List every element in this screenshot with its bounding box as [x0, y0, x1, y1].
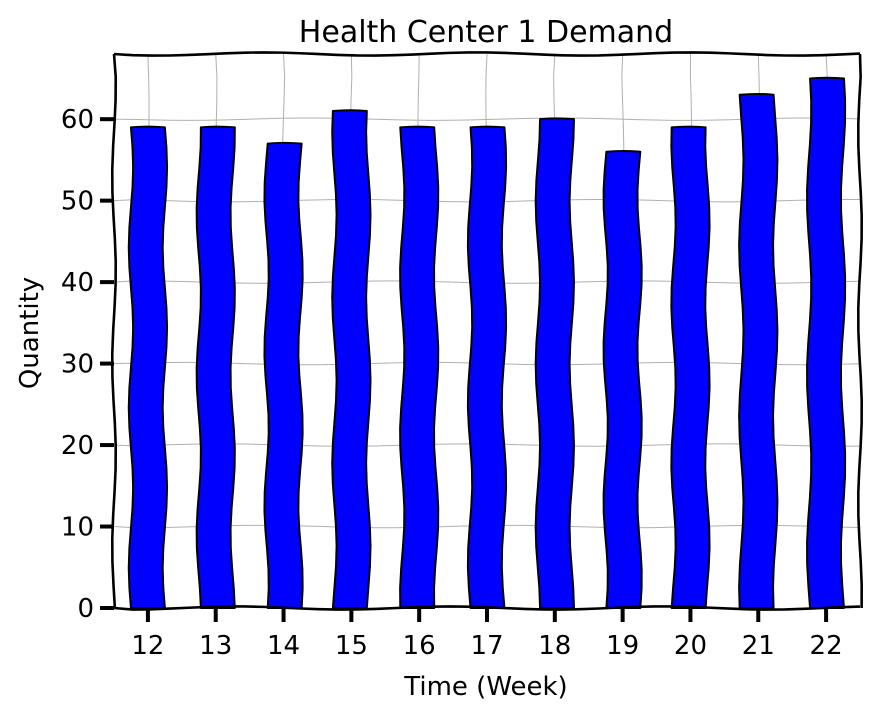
bar-15: [331, 109, 372, 609]
y-tick-label: 30: [61, 350, 94, 380]
x-tick-label: 16: [403, 631, 436, 661]
x-tick-label: 14: [267, 631, 300, 661]
bar-17: [466, 125, 508, 609]
bar-16: [399, 125, 440, 609]
y-tick-label: 0: [77, 594, 94, 624]
x-tick-label: 19: [606, 631, 639, 661]
y-tick-label: 10: [61, 513, 94, 543]
x-axis-label: Time (Week): [403, 672, 567, 702]
x-tick-label: 20: [674, 631, 707, 661]
plot-frame: [110, 51, 863, 611]
frame-bottom: [113, 605, 861, 611]
y-tick-label: 20: [61, 431, 94, 461]
bar-22: [806, 76, 847, 609]
ticks-layer: 0 10 20 30 40 50 60 12 13 14 15 16 17 18 19 20 21 22: [61, 105, 843, 661]
x-tick-label: 22: [810, 631, 843, 661]
y-gridline: [113, 117, 861, 121]
y-axis-label: Quantity: [15, 277, 45, 389]
frame-right: [857, 53, 863, 609]
y-tick-label: 50: [61, 187, 94, 217]
bar-20: [670, 125, 711, 609]
y-tick-label: 40: [61, 268, 94, 298]
x-tick-label: 21: [742, 631, 775, 661]
bars-layer: [127, 76, 847, 609]
bar-13: [195, 125, 236, 609]
x-tick-label: 18: [538, 631, 571, 661]
x-tick-label: 13: [199, 631, 232, 661]
chart-title: Health Center 1 Demand: [299, 15, 673, 50]
frame-top: [113, 51, 861, 57]
bar-21: [738, 92, 779, 609]
x-tick-label: 12: [131, 631, 164, 661]
bar-14: [263, 141, 304, 609]
bar-19: [602, 150, 643, 609]
y-tick-label: 60: [61, 105, 94, 135]
bar-18: [534, 117, 575, 609]
x-tick-label: 17: [470, 631, 503, 661]
bar-12: [127, 125, 169, 609]
frame-left: [110, 53, 118, 609]
x-tick-label: 15: [335, 631, 368, 661]
